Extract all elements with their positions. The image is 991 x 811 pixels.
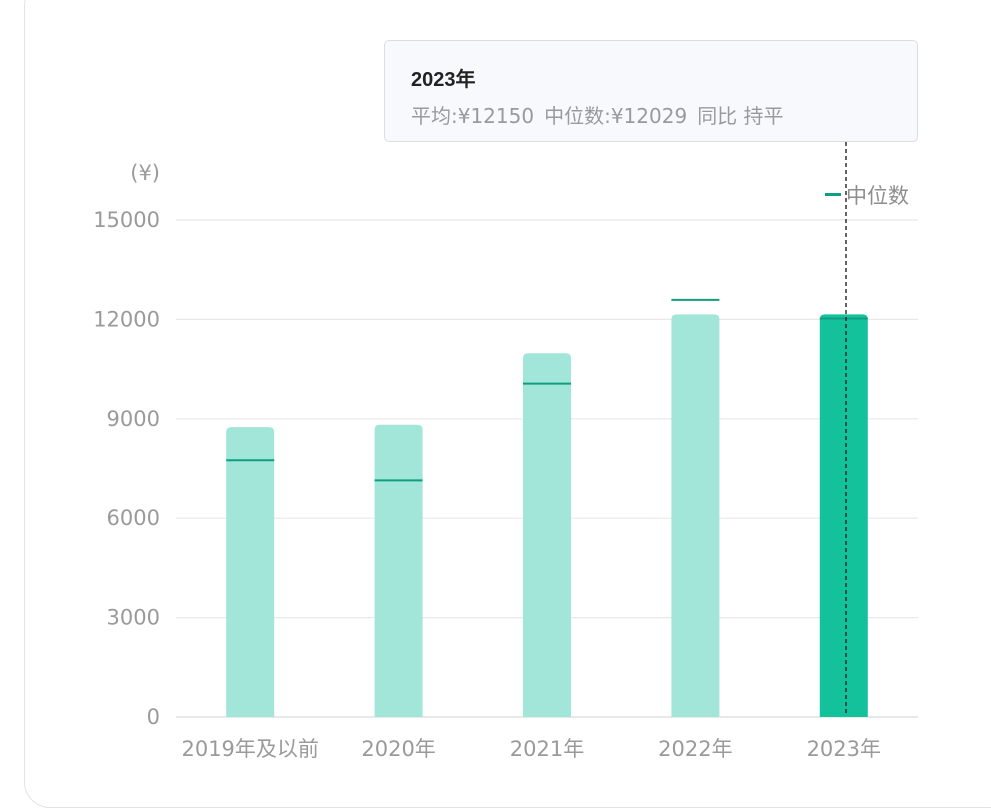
y-tick-label: 3000 [107,606,160,630]
y-tick-label: 12000 [93,307,160,331]
bar-1[interactable] [226,427,275,717]
y-tick-label: 15000 [93,208,160,232]
x-tick-label: 2019年及以前 [181,737,318,761]
y-tick-label: 6000 [107,506,160,530]
x-tick-label: 2021年 [510,737,584,761]
bar-5[interactable] [819,314,868,717]
tooltip-title: 2023年 [411,69,476,91]
tooltip-median: 中位数:¥12029 [544,104,688,128]
x-tick-label: 2023年 [807,737,881,761]
bar-3[interactable] [523,353,571,717]
x-tick-label: 2022年 [658,737,732,761]
legend[interactable]: 中位数 [825,184,909,208]
bar-2[interactable] [374,424,423,717]
tooltip-yoy: 同比 持平 [697,104,784,128]
legend-median-label: 中位数 [846,184,909,208]
bar-4[interactable] [671,314,720,717]
y-axis-unit-label: (¥) [130,161,160,185]
tooltip: 2023年 平均:¥12150 中位数:¥12029 同比 持平 [384,40,918,142]
legend-median-swatch [825,193,841,196]
tooltip-average: 平均:¥12150 [411,104,535,128]
tooltip-stats: 平均:¥12150 中位数:¥12029 同比 持平 [411,100,891,129]
y-tick-label: 0 [147,705,160,729]
x-tick-label: 2020年 [361,737,435,761]
median-markers [226,298,868,482]
bars [226,314,868,717]
y-axis-ticks: 0 3000 6000 9000 12000 15000 [93,208,160,729]
x-axis-ticks: 2019年及以前 2020年 2021年 2022年 2023年 [181,737,881,761]
y-tick-label: 9000 [107,407,160,431]
